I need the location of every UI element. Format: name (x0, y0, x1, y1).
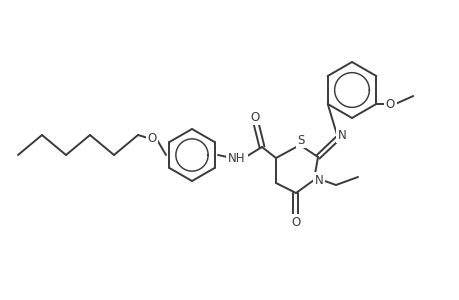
Text: N: N (314, 173, 323, 187)
Text: O: O (250, 110, 259, 124)
Text: NH: NH (228, 152, 245, 164)
Text: O: O (291, 215, 300, 229)
Text: O: O (385, 98, 394, 110)
Text: S: S (297, 134, 304, 146)
Text: O: O (147, 131, 156, 145)
Text: N: N (337, 128, 346, 142)
